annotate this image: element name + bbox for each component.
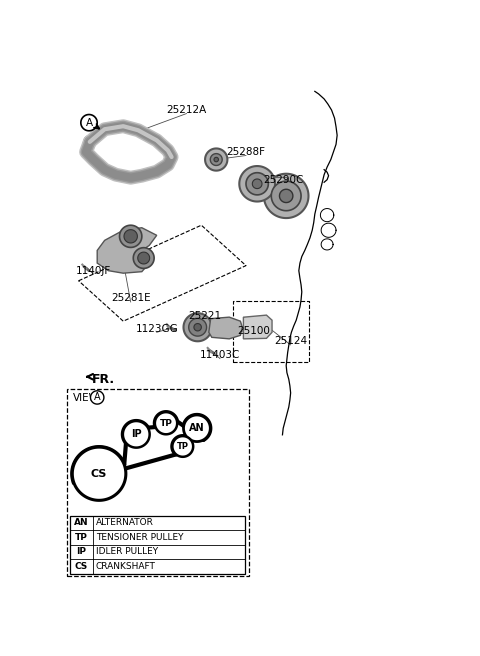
Text: IP: IP (77, 548, 86, 556)
Text: 1140JF: 1140JF (76, 266, 111, 276)
Polygon shape (205, 148, 228, 171)
Polygon shape (279, 189, 293, 203)
Polygon shape (194, 323, 202, 331)
Polygon shape (123, 421, 150, 447)
Text: VIEW: VIEW (73, 394, 100, 403)
Bar (67, 390, 249, 576)
Text: CS: CS (91, 469, 107, 479)
Text: 25290C: 25290C (263, 174, 303, 185)
Text: 11403C: 11403C (200, 350, 240, 360)
Polygon shape (264, 174, 309, 218)
Text: AN: AN (189, 423, 204, 433)
Polygon shape (133, 248, 154, 268)
Text: 25281E: 25281E (111, 293, 151, 304)
Text: 25288F: 25288F (227, 147, 265, 157)
Text: 25100: 25100 (237, 326, 270, 337)
Text: AN: AN (74, 518, 89, 527)
Text: CS: CS (75, 562, 88, 571)
Text: IDLER PULLEY: IDLER PULLEY (96, 548, 158, 556)
Polygon shape (155, 412, 177, 434)
Text: ALTERNATOR: ALTERNATOR (96, 518, 154, 527)
Bar (71, 516, 245, 574)
Polygon shape (189, 318, 206, 336)
Text: FR.: FR. (92, 373, 116, 386)
Text: 25212A: 25212A (167, 105, 206, 115)
Polygon shape (240, 166, 275, 201)
Polygon shape (214, 157, 218, 162)
Polygon shape (172, 436, 193, 457)
Text: 25221: 25221 (189, 311, 222, 321)
Polygon shape (252, 179, 262, 188)
Polygon shape (97, 228, 156, 273)
Polygon shape (120, 225, 142, 247)
Polygon shape (91, 391, 104, 404)
Polygon shape (246, 173, 268, 195)
Text: TP: TP (75, 533, 88, 542)
Text: 25124: 25124 (274, 337, 307, 346)
Polygon shape (183, 415, 210, 441)
Text: TENSIONER PULLEY: TENSIONER PULLEY (96, 533, 183, 542)
Polygon shape (210, 154, 222, 165)
Bar (256, 176, 287, 191)
Text: TP: TP (159, 419, 172, 428)
Polygon shape (243, 315, 272, 339)
Text: TP: TP (177, 442, 189, 451)
Polygon shape (209, 317, 242, 339)
Polygon shape (183, 313, 212, 341)
Polygon shape (271, 181, 301, 211)
Polygon shape (124, 230, 137, 243)
Text: IP: IP (131, 429, 142, 440)
Text: CRANKSHAFT: CRANKSHAFT (96, 562, 156, 571)
Polygon shape (138, 252, 150, 264)
Polygon shape (81, 115, 97, 131)
Text: A: A (85, 117, 93, 128)
Text: A: A (94, 392, 100, 402)
Polygon shape (72, 447, 126, 501)
Text: 1123GG: 1123GG (135, 324, 178, 334)
